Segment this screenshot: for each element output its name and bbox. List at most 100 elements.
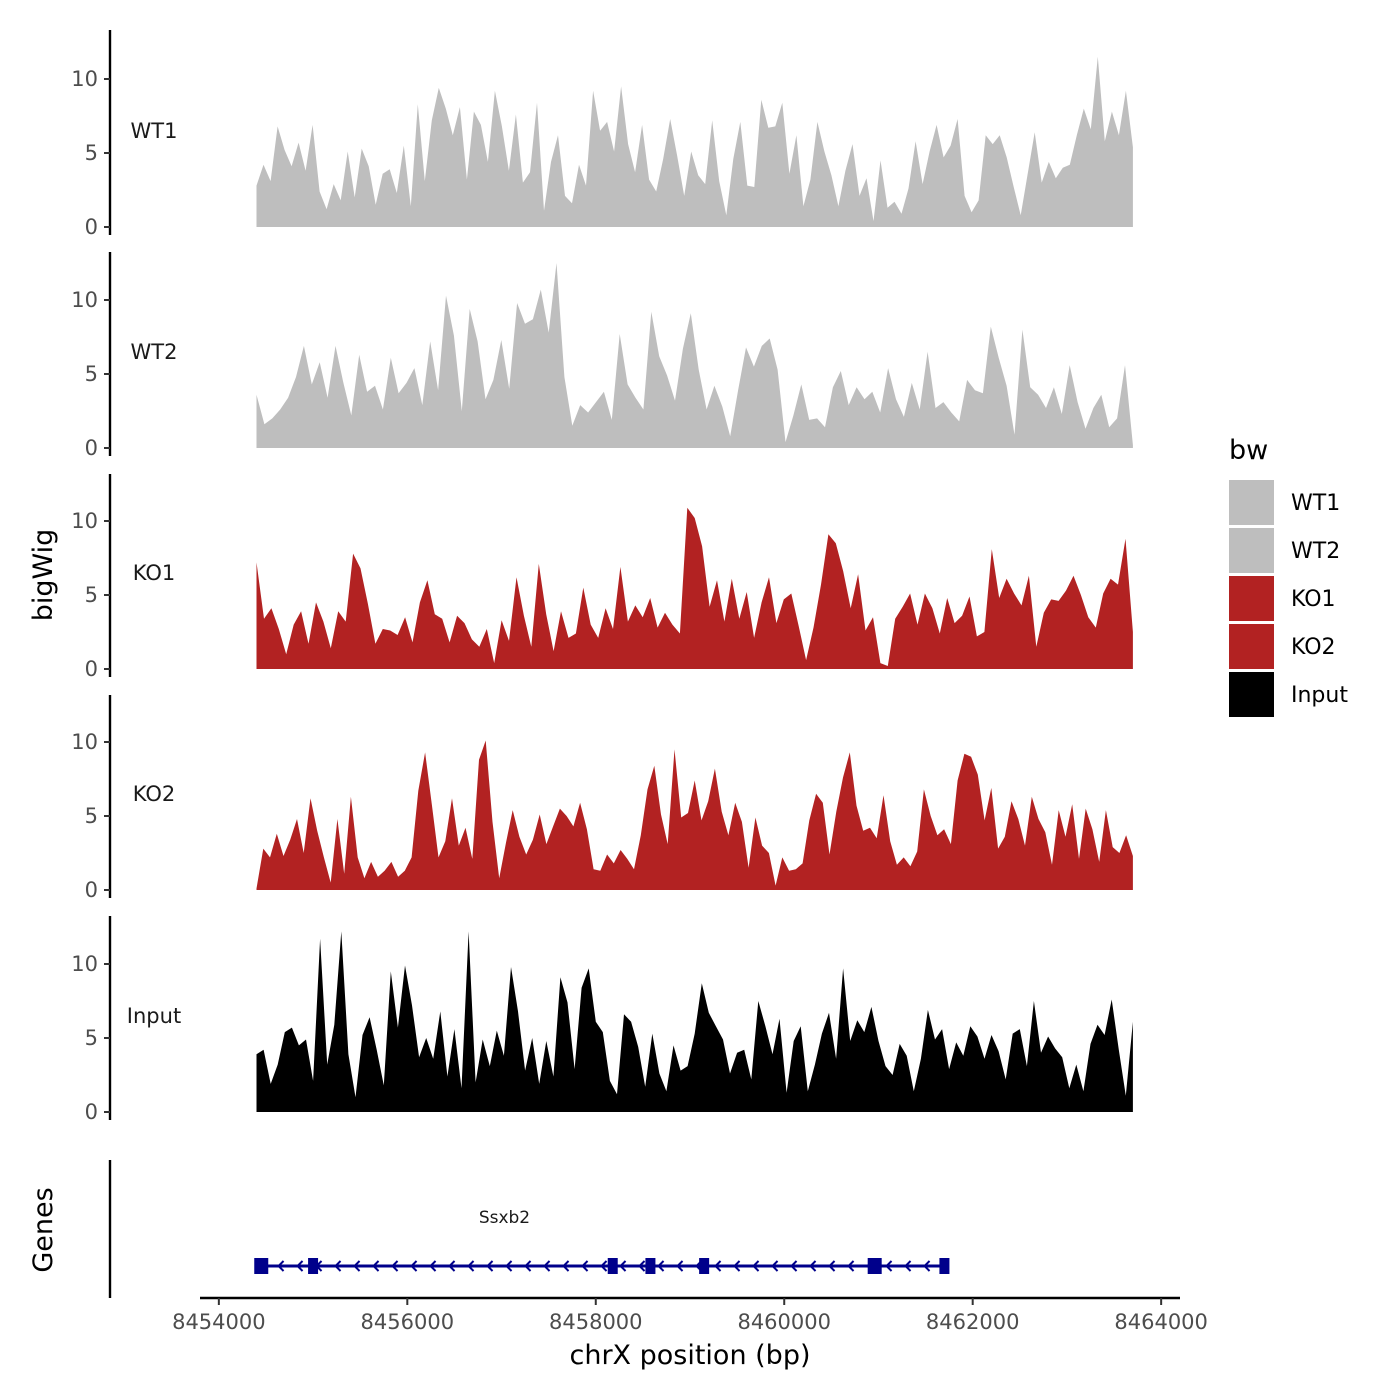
legend-label: KO2 <box>1291 635 1336 660</box>
y-tick-label: 5 <box>85 1026 98 1050</box>
exon <box>607 1258 618 1274</box>
area-input <box>256 931 1133 1112</box>
legend-label: WT2 <box>1291 539 1340 564</box>
strand-arrow <box>809 1260 817 1272</box>
x-tick-label: 8454000 <box>172 1310 266 1334</box>
y-tick-label: 0 <box>85 1100 98 1124</box>
legend-item-ko1: KO1 <box>1229 576 1336 621</box>
x-axis: 8454000 8456000 8458000 8460000 8462000 84640… <box>172 1296 1208 1334</box>
exon <box>254 1258 269 1274</box>
x-tick-label: 8460000 <box>737 1310 831 1334</box>
track-label-wt1: WT1 <box>131 119 178 143</box>
y-tick-label: 10 <box>71 509 98 533</box>
strand-arrow <box>619 1260 627 1272</box>
strand-arrow <box>391 1260 399 1272</box>
strand-arrow <box>429 1260 437 1272</box>
strand-arrow <box>752 1260 760 1272</box>
strand-arrow <box>562 1260 570 1272</box>
strand-arrow <box>467 1260 475 1272</box>
exon <box>699 1258 710 1274</box>
legend-swatch <box>1229 672 1274 717</box>
strand-arrow <box>524 1260 532 1272</box>
y-tick-label: 0 <box>85 878 98 902</box>
area-wt2 <box>256 263 1133 448</box>
y-tick-label: 5 <box>85 362 98 386</box>
legend-item-input: Input <box>1229 672 1348 717</box>
genes-panel: Ssxb2 <box>108 1160 950 1298</box>
strand-arrow <box>828 1260 836 1272</box>
strand-arrow <box>486 1260 494 1272</box>
legend-swatch <box>1229 528 1274 573</box>
legend-label: WT1 <box>1291 491 1340 516</box>
y-tick-label: 10 <box>71 952 98 976</box>
y-tick-label: 0 <box>85 436 98 460</box>
gene-ssxb2: Ssxb2 <box>254 1208 950 1274</box>
exon <box>308 1258 319 1274</box>
y-tick-label: 5 <box>85 583 98 607</box>
legend-entries: WT1 WT2 KO1 KO2 Input <box>1229 480 1348 717</box>
x-tick-label: 8458000 <box>549 1310 643 1334</box>
track-wt1: 0 5 10 WT1 <box>71 30 1133 239</box>
legend-swatch <box>1229 576 1274 621</box>
strand-arrow <box>885 1260 893 1272</box>
track-ko1: 0 5 10 KO1 <box>71 474 1133 681</box>
legend: bw WT1 WT2 KO1 KO2 Input <box>1229 435 1348 717</box>
legend-label: Input <box>1291 683 1348 708</box>
strand-arrow <box>505 1260 513 1272</box>
track-label-input: Input <box>127 1004 181 1028</box>
area-ko2 <box>256 740 1133 890</box>
track-label-wt2: WT2 <box>131 340 178 364</box>
strand-arrow <box>581 1260 589 1272</box>
legend-item-wt2: WT2 <box>1229 528 1340 573</box>
strand-arrow <box>657 1260 665 1272</box>
track-input: 0 5 10 Input <box>71 916 1133 1124</box>
strand-arrow <box>448 1260 456 1272</box>
strand-arrow <box>543 1260 551 1272</box>
y-tick-label: 10 <box>71 67 98 91</box>
strand-arrow <box>676 1260 684 1272</box>
exon <box>867 1258 882 1274</box>
track-ko2: 0 5 10 KO2 <box>71 695 1133 902</box>
strand-arrow <box>638 1260 646 1272</box>
y-tick-label: 0 <box>85 215 98 239</box>
y-tick-label: 5 <box>85 141 98 165</box>
strand-arrow <box>296 1260 304 1272</box>
x-tick-label: 8464000 <box>1114 1310 1208 1334</box>
legend-swatch <box>1229 624 1274 669</box>
legend-title: bw <box>1229 435 1268 466</box>
legend-item-wt1: WT1 <box>1229 480 1340 525</box>
strand-arrow <box>714 1260 722 1272</box>
legend-item-ko2: KO2 <box>1229 624 1336 669</box>
track-wt2: 0 5 10 WT2 <box>71 252 1133 460</box>
area-wt1 <box>256 56 1133 227</box>
strand-arrow <box>372 1260 380 1272</box>
bigwig-tracks: 0 5 10 WT1 0 5 10 WT2 0 5 10 KO1 0 5 10 KO2 0 5 10 Input <box>71 30 1133 1124</box>
strand-arrow <box>410 1260 418 1272</box>
strand-arrow <box>353 1260 361 1272</box>
x-tick-label: 8462000 <box>926 1310 1020 1334</box>
strand-arrow <box>904 1260 912 1272</box>
area-ko1 <box>256 507 1133 669</box>
strand-arrow <box>771 1260 779 1272</box>
y-tick-label: 0 <box>85 657 98 681</box>
exon <box>939 1258 950 1274</box>
strand-arrow <box>847 1260 855 1272</box>
track-label-ko2: KO2 <box>133 782 176 806</box>
strand-arrow <box>277 1260 285 1272</box>
x-tick-label: 8456000 <box>361 1310 455 1334</box>
x-axis-title: chrX position (bp) <box>569 1340 810 1371</box>
strand-arrow <box>790 1260 798 1272</box>
legend-label: KO1 <box>1291 587 1336 612</box>
y-tick-label: 10 <box>71 288 98 312</box>
legend-swatch <box>1229 480 1274 525</box>
gene-name-label: Ssxb2 <box>479 1208 530 1228</box>
strand-arrow <box>733 1260 741 1272</box>
y-tick-label: 10 <box>71 730 98 754</box>
genes-axis-title: Genes <box>28 1187 59 1272</box>
exon <box>645 1258 656 1274</box>
strand-arrow <box>334 1260 342 1272</box>
strand-arrow <box>600 1260 608 1272</box>
track-label-ko1: KO1 <box>133 561 176 585</box>
y-axis-title: bigWig <box>28 529 59 622</box>
